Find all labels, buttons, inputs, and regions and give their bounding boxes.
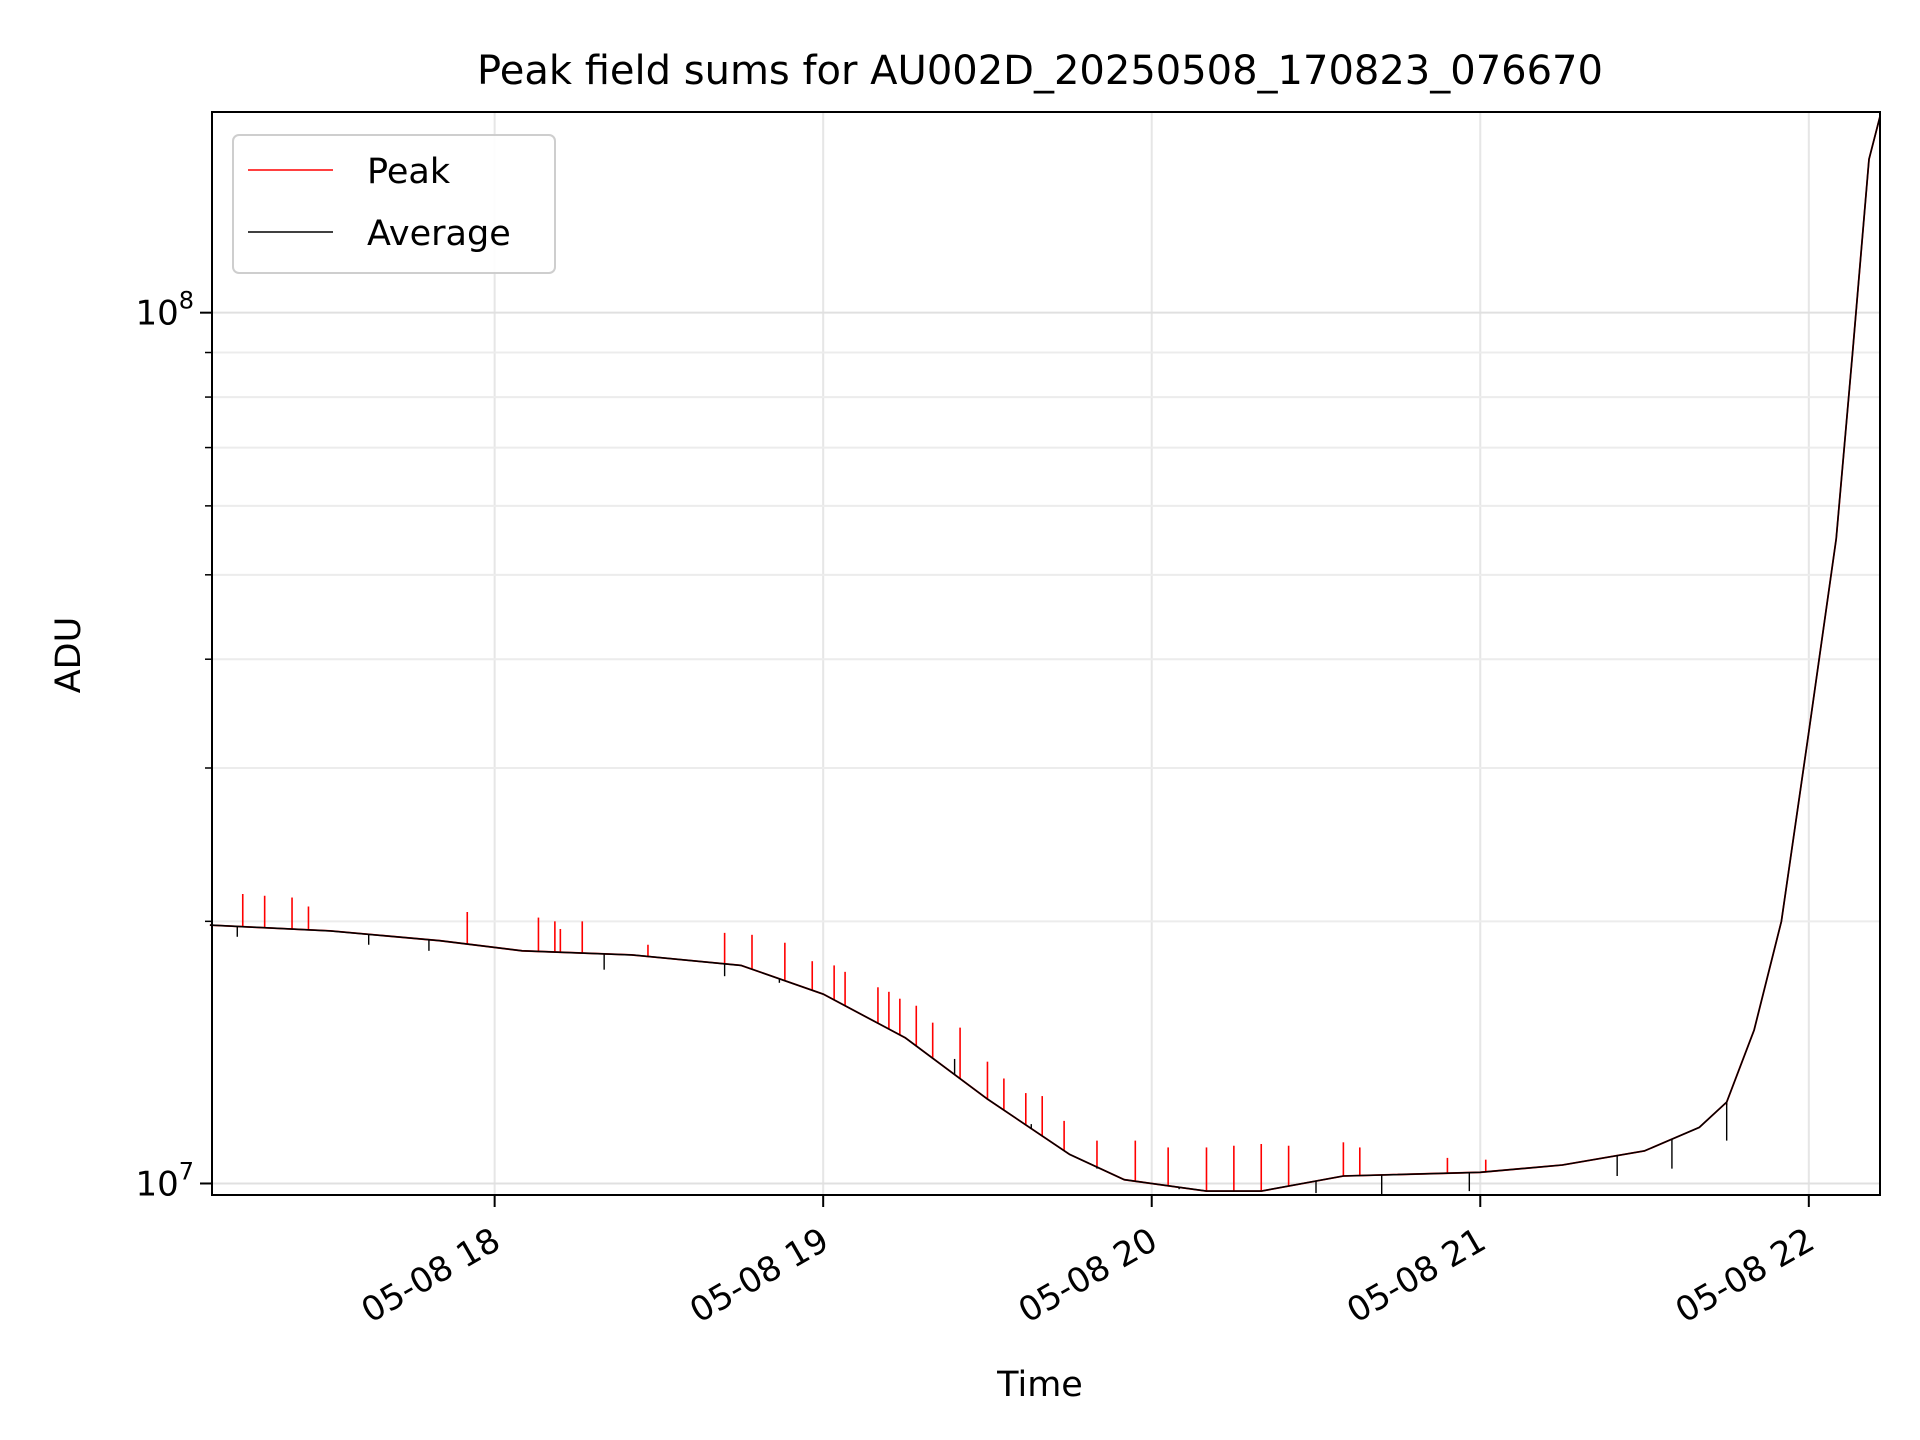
series-average-line (209, 116, 1881, 1192)
y-tick-label-0: 107 (135, 1157, 194, 1204)
x-axis-label: Time (996, 1365, 1083, 1405)
legend-peak-label: Peak (367, 152, 451, 192)
chart-title: Peak field sums for AU002D_20250508_1708… (477, 48, 1603, 94)
plot-area (209, 111, 1881, 1196)
y-axis: 107 108 (135, 287, 212, 1204)
legend: Peak Average (232, 134, 556, 274)
grid (212, 112, 1880, 1195)
y-axis-label: ADU (49, 617, 89, 694)
y-tick-label-1: 108 (135, 287, 194, 334)
legend-average-label: Average (367, 214, 511, 254)
series-layer (209, 116, 1881, 1195)
plot-frame (211, 111, 1881, 1196)
